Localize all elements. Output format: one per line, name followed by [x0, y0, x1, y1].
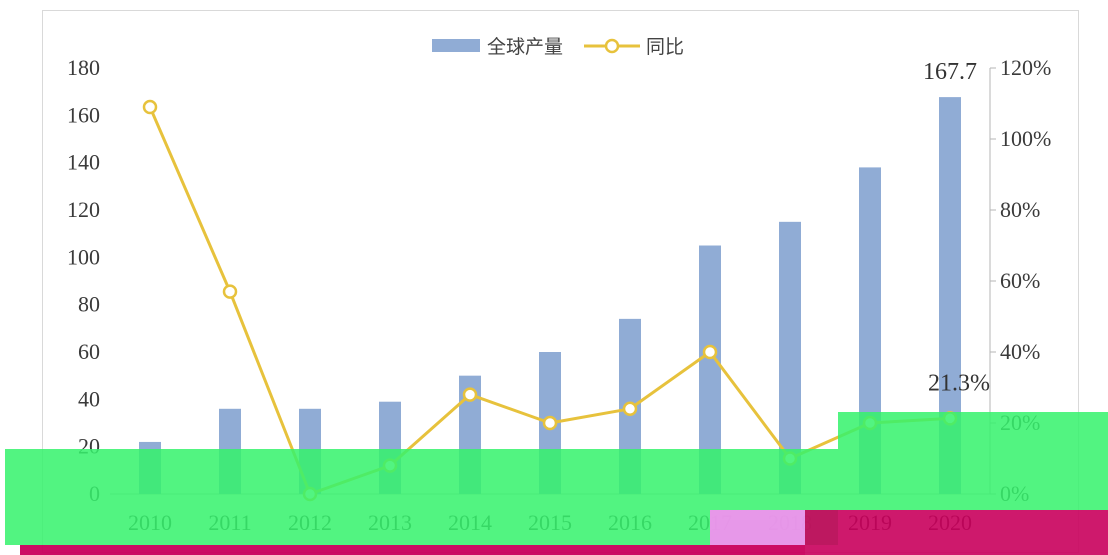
bar-global-production	[139, 441, 161, 494]
yoy-point-marker	[782, 451, 798, 466]
right-axis-tick-label: 120%	[1000, 55, 1051, 80]
data-label: 167.7	[923, 59, 977, 85]
left-axis-tick-label: 180	[67, 55, 100, 80]
left-axis-tick-label: 140	[67, 150, 100, 175]
x-axis-tick-label: 2018	[768, 510, 812, 535]
left-axis-tick-label: 80	[78, 292, 100, 317]
bar-global-production	[939, 97, 961, 495]
bar-global-production	[299, 408, 321, 494]
left-axis-tick-label: 100	[67, 244, 100, 269]
right-axis-tick-label: 0%	[1000, 481, 1029, 506]
bar-global-production	[219, 408, 241, 494]
left-axis-tick-label: 40	[78, 386, 100, 411]
x-axis-tick-label: 2013	[368, 510, 412, 535]
left-axis-tick-label: 120	[67, 197, 100, 222]
x-axis-tick-label: 2020	[928, 510, 972, 535]
legend-swatch-bar	[432, 39, 480, 52]
yoy-point-marker	[942, 411, 958, 426]
x-axis-tick-label: 2014	[448, 510, 492, 535]
yoy-point-marker	[382, 458, 398, 473]
right-axis-tick-label: 100%	[1000, 126, 1051, 151]
x-axis-tick-label: 2011	[208, 510, 251, 535]
yoy-point-marker	[862, 415, 878, 431]
x-axis-tick-label: 2017	[688, 510, 732, 535]
x-axis-tick-label: 2015	[528, 510, 572, 535]
right-axis-tick-label: 60%	[1000, 268, 1040, 293]
left-axis-tick-label: 0	[89, 481, 100, 506]
right-axis-tick-label: 80%	[1000, 197, 1040, 222]
left-axis-tick-label: 60	[78, 339, 100, 364]
yoy-point-marker	[542, 415, 558, 431]
left-axis-tick-label: 20	[78, 434, 100, 459]
x-axis-tick-label: 2016	[608, 510, 652, 535]
bar-global-production	[699, 245, 721, 494]
data-label: 21.3%	[928, 370, 990, 396]
yoy-point-marker	[462, 387, 478, 402]
legend-label-production: 全球产量	[487, 36, 563, 58]
left-axis-tick-label: 160	[67, 102, 100, 127]
x-axis-tick-label: 2012	[288, 510, 332, 535]
legend-swatch-marker	[604, 38, 620, 54]
right-axis-tick-label: 40%	[1000, 339, 1040, 364]
bar-global-production	[379, 401, 401, 494]
yoy-point-marker	[302, 486, 318, 502]
yoy-point-marker	[702, 344, 718, 360]
bar-global-production	[779, 221, 801, 495]
yoy-point-marker	[222, 284, 238, 299]
x-axis-tick-label: 2019	[848, 510, 892, 535]
yoy-point-marker	[622, 401, 638, 417]
legend-label-yoy: 同比	[646, 36, 684, 58]
yoy-point-marker	[142, 99, 158, 115]
bar-global-production	[859, 167, 881, 494]
x-axis-tick-label: 2010	[128, 510, 172, 535]
right-axis-tick-label: 20%	[1000, 410, 1040, 435]
